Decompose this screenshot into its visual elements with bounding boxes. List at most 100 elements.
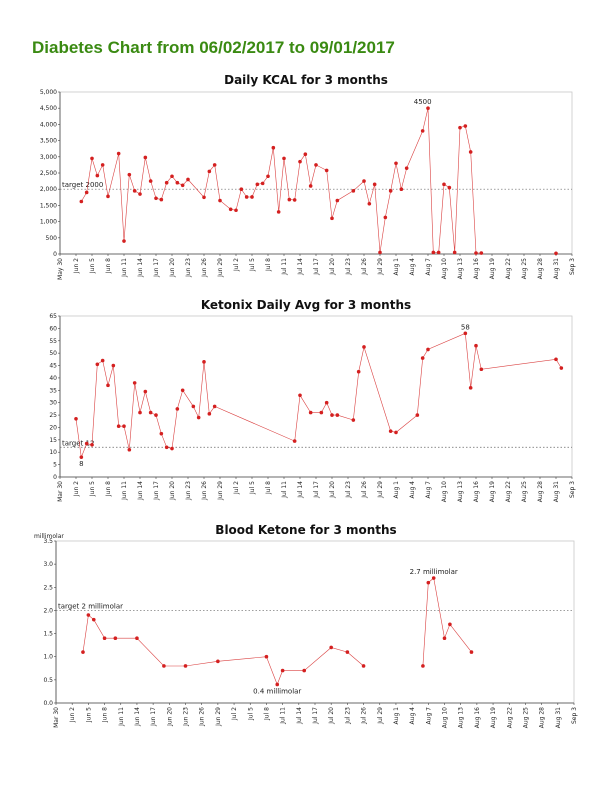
x-tick-label: Aug 1: [393, 481, 400, 499]
data-point: [388, 189, 393, 193]
y-tick-label: 35: [49, 387, 57, 394]
data-point: [79, 199, 84, 204]
data-point: [458, 125, 462, 130]
y-tick-label: 65: [49, 313, 57, 320]
data-point: [378, 250, 382, 255]
data-point: [170, 174, 174, 179]
x-tick-label: Sep 3: [569, 258, 576, 275]
y-tick-label: 3,500: [40, 138, 57, 145]
target-label: target 2 millimolar: [58, 602, 123, 610]
data-point: [282, 156, 286, 161]
data-point: [212, 404, 217, 409]
y-tick-label: 0.0: [43, 700, 53, 707]
x-tick-label: Mar 30: [53, 707, 60, 728]
x-tick-label: Jul 23: [345, 258, 352, 276]
x-tick-label: Jul 14: [297, 481, 304, 499]
target-label: target 12: [62, 439, 94, 447]
data-point: [442, 182, 446, 187]
data-point: [234, 208, 238, 213]
x-tick-label: Aug 13: [457, 258, 464, 279]
x-tick-label: Aug 4: [409, 707, 416, 725]
data-point: [116, 424, 121, 429]
data-point: [372, 182, 377, 187]
x-tick-label: Aug 10: [441, 258, 448, 279]
data-point: [159, 431, 164, 436]
data-point: [175, 180, 180, 185]
x-tick-label: Jun 5: [89, 258, 96, 274]
x-tick-label: Jun 11: [121, 481, 128, 501]
x-tick-label: Jul 23: [345, 481, 352, 499]
data-point: [362, 179, 366, 183]
x-tick-label: Jul 11: [280, 707, 287, 725]
x-tick-label: Aug 22: [505, 481, 512, 502]
data-point: [292, 198, 297, 202]
data-point: [474, 251, 478, 255]
x-tick-label: Aug 19: [490, 707, 497, 728]
data-point: [95, 173, 100, 178]
data-point: [308, 184, 313, 188]
data-point: [180, 183, 185, 188]
y-tick-label: 1,500: [40, 202, 57, 209]
data-point: [79, 455, 84, 459]
x-tick-label: Aug 25: [521, 258, 528, 279]
x-tick-label: Jul 2: [233, 258, 240, 272]
data-point: [330, 216, 334, 221]
x-tick-label: Jul 8: [265, 481, 272, 495]
y-tick-label: 5: [53, 462, 57, 469]
x-tick-label: Jul 11: [281, 481, 288, 499]
kcal-plot: 0 500 1,000 1,500 2,000 2,500 3,000 3,500 4,000 4…: [40, 89, 576, 280]
data-point: [394, 430, 398, 435]
data-point: [122, 239, 126, 243]
data-point: [170, 446, 174, 451]
data-point: [91, 617, 96, 622]
x-tick-label: Jul 17: [312, 707, 319, 725]
x-tick-label: Jul 2: [231, 707, 238, 721]
y-tick-label: 1.0: [43, 654, 53, 661]
x-tick-label: Jul 20: [329, 481, 336, 499]
data-point: [183, 664, 188, 668]
data-point: [314, 163, 318, 167]
data-point: [164, 180, 169, 185]
data-point: [463, 124, 468, 128]
y-tick-label: 15: [49, 437, 57, 444]
data-point: [191, 404, 196, 409]
x-tick-label: Jun 8: [102, 707, 109, 723]
data-point: [122, 424, 126, 429]
data-point: [276, 210, 281, 214]
data-point: [415, 413, 420, 417]
data-point: [143, 389, 148, 394]
data-point: [84, 190, 89, 195]
data-point: [469, 650, 474, 654]
data-point: [196, 415, 201, 420]
y-tick-label: 40: [49, 375, 57, 382]
data-point: [81, 650, 85, 654]
x-tick-label: Jul 29: [377, 258, 384, 276]
x-tick-label: Jun 8: [105, 481, 112, 497]
x-tick-label: Aug 7: [425, 481, 432, 499]
x-tick-label: Jun 29: [217, 258, 224, 278]
y-tick-label: 50: [49, 350, 57, 357]
x-tick-label: Jun 29: [215, 707, 222, 727]
data-point: [351, 418, 356, 422]
x-tick-label: Jun 20: [169, 258, 176, 278]
data-point: [275, 682, 280, 687]
data-point: [280, 668, 285, 673]
x-tick-label: Jun 11: [118, 707, 125, 727]
data-point: [175, 407, 180, 411]
data-point: [463, 331, 468, 336]
x-tick-label: Aug 13: [458, 707, 465, 728]
x-tick-label: Jul 26: [361, 258, 368, 276]
x-tick-label: Aug 7: [425, 258, 432, 276]
x-tick-label: Jul 20: [329, 258, 336, 276]
y-tick-label: 4,000: [40, 121, 57, 128]
x-tick-label: Aug 16: [473, 481, 480, 502]
data-point: [138, 410, 142, 415]
data-point: [106, 194, 110, 199]
x-tick-label: Aug 31: [553, 258, 560, 279]
x-tick-label: Aug 28: [537, 258, 544, 279]
data-point: [202, 195, 206, 200]
data-point: [399, 187, 404, 191]
x-tick-label: Jul 5: [247, 707, 254, 721]
data-point: [474, 343, 478, 348]
y-tick-label: 500: [46, 235, 58, 242]
